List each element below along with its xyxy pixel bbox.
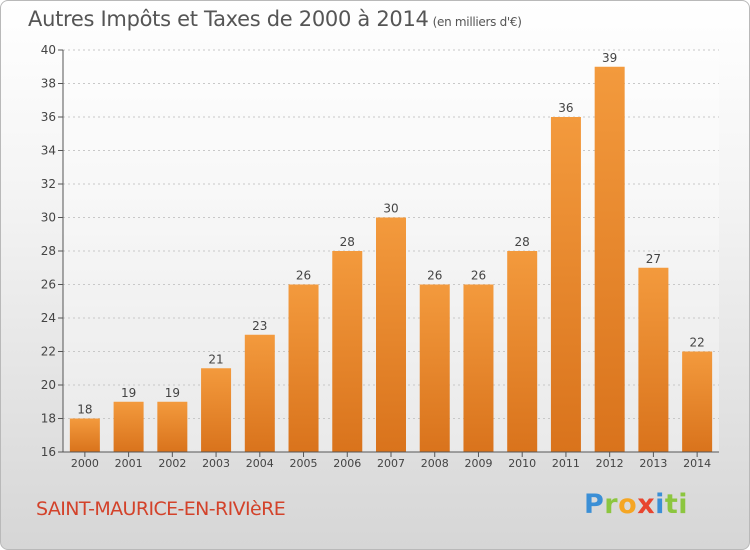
bar xyxy=(638,267,669,452)
logo-letter: i xyxy=(678,489,689,520)
bar-value-label: 36 xyxy=(558,101,573,115)
bar-value-label: 28 xyxy=(515,235,530,249)
y-tick-label: 16 xyxy=(41,445,56,459)
bar-value-label: 23 xyxy=(252,319,267,333)
bar-value-label: 26 xyxy=(471,269,486,283)
x-tick-label: 2008 xyxy=(421,457,449,470)
bar-value-label: 39 xyxy=(602,51,617,65)
x-tick-label: 2005 xyxy=(290,457,318,470)
y-tick-label: 40 xyxy=(41,43,56,57)
x-tick-label: 2002 xyxy=(158,457,186,470)
chart-title-text: Autres Impôts et Taxes de 2000 à 2014 xyxy=(28,7,429,31)
bar-value-label: 26 xyxy=(296,269,311,283)
bar xyxy=(463,284,494,452)
logo-letter: t xyxy=(664,489,679,520)
x-tick-label: 2007 xyxy=(377,457,405,470)
x-tick-label: 2006 xyxy=(333,457,361,470)
bar xyxy=(157,401,188,452)
chart-subtitle: (en milliers d'€) xyxy=(432,15,522,29)
logo-letter: r xyxy=(604,489,619,520)
bar-value-label: 28 xyxy=(340,235,355,249)
x-tick-label: 2012 xyxy=(596,457,624,470)
y-tick-label: 26 xyxy=(41,278,56,292)
y-tick-label: 22 xyxy=(41,345,56,359)
y-tick-label: 30 xyxy=(41,211,56,225)
y-tick-label: 24 xyxy=(41,311,56,325)
bar xyxy=(288,284,319,452)
x-tick-label: 2004 xyxy=(246,457,274,470)
logo-letter: P xyxy=(584,489,605,520)
y-tick-label: 34 xyxy=(41,144,56,158)
x-tick-label: 2001 xyxy=(115,457,143,470)
x-tick-label: 2010 xyxy=(508,457,536,470)
bar-value-label: 19 xyxy=(121,386,136,400)
bar-value-label: 30 xyxy=(383,202,398,216)
bar-value-label: 19 xyxy=(165,386,180,400)
bar-value-label: 27 xyxy=(646,252,661,266)
bar xyxy=(69,418,100,452)
bar xyxy=(244,334,275,452)
bar xyxy=(682,351,713,452)
logo-letter: o xyxy=(618,489,638,520)
bar xyxy=(419,284,450,452)
bar xyxy=(507,251,538,452)
bar-value-label: 22 xyxy=(689,336,704,350)
logo-letter: x xyxy=(637,489,656,520)
commune-name: SAINT-MAURICE-EN-RIVIèRE xyxy=(36,498,286,520)
x-tick-label: 2000 xyxy=(71,457,99,470)
logo-letter: i xyxy=(655,489,665,520)
bar xyxy=(376,217,406,452)
proxiti-logo: Proxiti xyxy=(584,489,688,520)
bar-value-label: 21 xyxy=(208,352,223,366)
x-tick-label: 2014 xyxy=(683,457,711,470)
y-tick-label: 20 xyxy=(41,378,56,392)
bar-value-label: 26 xyxy=(427,269,442,283)
bar xyxy=(113,401,144,452)
y-tick-label: 36 xyxy=(41,110,56,124)
x-tick-label: 2013 xyxy=(639,457,667,470)
bar-value-label: 18 xyxy=(77,403,92,417)
x-tick-label: 2009 xyxy=(464,457,492,470)
bar xyxy=(550,117,581,452)
x-tick-label: 2011 xyxy=(552,457,580,470)
bar xyxy=(332,251,363,452)
bar xyxy=(201,368,232,452)
y-tick-label: 18 xyxy=(41,412,56,426)
y-tick-label: 32 xyxy=(41,177,56,191)
x-tick-label: 2003 xyxy=(202,457,230,470)
y-tick-label: 28 xyxy=(41,244,56,258)
y-tick-label: 38 xyxy=(41,77,56,91)
bar xyxy=(594,66,625,452)
chart-title: Autres Impôts et Taxes de 2000 à 2014 (en… xyxy=(28,7,522,31)
